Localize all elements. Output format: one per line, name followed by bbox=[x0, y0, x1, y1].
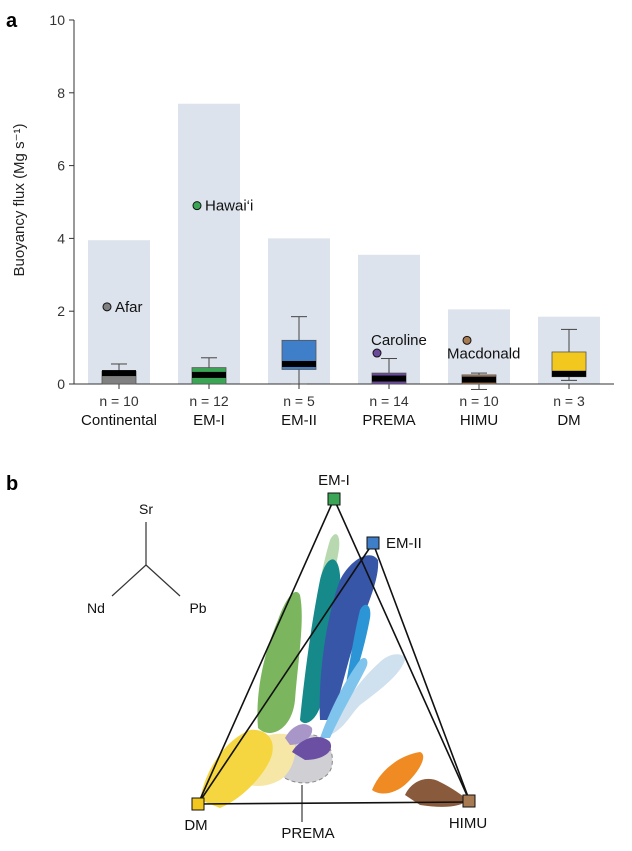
n-label-2: n = 5 bbox=[283, 393, 315, 409]
outlier-point-3 bbox=[462, 335, 472, 345]
y-tick-label-1: 2 bbox=[57, 303, 65, 319]
y-tick-label-2: 4 bbox=[57, 230, 65, 246]
median-3 bbox=[372, 375, 406, 382]
field-sky-blue bbox=[320, 657, 368, 738]
field-green bbox=[257, 591, 302, 733]
field-purple bbox=[292, 737, 332, 760]
category-label-2: EM-II bbox=[281, 412, 317, 429]
outlier-label-0: Afar bbox=[115, 299, 143, 316]
category-label-5: DM bbox=[557, 412, 580, 429]
field-brown bbox=[405, 778, 468, 807]
outlier-point-2 bbox=[372, 348, 382, 358]
panel-b-label: b bbox=[6, 473, 18, 495]
dm-label: DM bbox=[184, 817, 207, 834]
prema-label: PREMA bbox=[281, 825, 334, 842]
isotope-fields bbox=[200, 534, 468, 808]
himu-label: HIMU bbox=[449, 815, 487, 832]
median-0 bbox=[102, 370, 136, 377]
outlier-point-0 bbox=[102, 302, 112, 312]
field-dark-blue bbox=[319, 555, 379, 720]
sr-label: Sr bbox=[139, 501, 153, 517]
median-2 bbox=[282, 360, 316, 367]
outlier-label-3: Macdonald bbox=[447, 345, 520, 362]
field-orange bbox=[372, 752, 424, 794]
median-1 bbox=[192, 371, 226, 378]
dm-marker bbox=[191, 797, 205, 811]
mixing-lines bbox=[197, 498, 471, 822]
category-labels: n = 10 Continental n = 12 EM-I n = 5 EM-II n =… bbox=[81, 393, 585, 429]
pb-axis-line bbox=[145, 564, 181, 597]
median-5 bbox=[552, 370, 586, 377]
em1-label: EM-I bbox=[318, 472, 350, 489]
y-tick-label-0: 0 bbox=[57, 376, 65, 392]
field-yellow bbox=[200, 729, 273, 808]
outlier-label-2: Caroline bbox=[371, 332, 427, 349]
n-label-4: n = 10 bbox=[459, 393, 499, 409]
y-axis-title: Buoyancy flux (Mg s⁻¹) bbox=[11, 124, 28, 277]
himu-marker bbox=[462, 794, 476, 808]
n-label-5: n = 3 bbox=[553, 393, 585, 409]
em2-marker bbox=[366, 536, 380, 550]
pb-label: Pb bbox=[189, 600, 206, 616]
outlier-label-1: Hawai‘i bbox=[205, 198, 253, 215]
nd-label: Nd bbox=[87, 600, 105, 616]
n-label-1: n = 12 bbox=[189, 393, 229, 409]
outlier-point-1 bbox=[192, 201, 202, 211]
field-light-blue bbox=[330, 654, 405, 735]
axes: 0 2 4 6 8 10 bbox=[49, 12, 614, 392]
buoyancy-flux-box-chart: a Buoyancy flux (Mg s⁻¹) 0 2 4 6 8 10 Afar Haw… bbox=[6, 10, 614, 429]
y-tick-label-5: 10 bbox=[49, 12, 65, 28]
field-mid-blue bbox=[345, 604, 371, 690]
category-label-1: EM-I bbox=[193, 412, 225, 429]
em1-marker bbox=[327, 492, 341, 506]
n-label-0: n = 10 bbox=[99, 393, 139, 409]
n-label-3: n = 14 bbox=[369, 393, 409, 409]
field-teal bbox=[300, 559, 341, 724]
range-bar-EM-I bbox=[178, 103, 240, 384]
outliers: Afar Hawai‘i Caroline Macdonald bbox=[102, 198, 520, 362]
nd-axis-line bbox=[111, 564, 147, 597]
category-label-3: PREMA bbox=[362, 412, 415, 429]
y-tick-label-4: 8 bbox=[57, 85, 65, 101]
y-tick-label-3: 6 bbox=[57, 158, 65, 174]
boxes bbox=[101, 316, 587, 390]
field-lavender bbox=[285, 724, 313, 745]
category-label-0: Continental bbox=[81, 412, 157, 429]
category-label-4: HIMU bbox=[460, 412, 498, 429]
em2-label: EM-II bbox=[386, 535, 422, 552]
range-bar-HIMU bbox=[448, 309, 510, 384]
range-bar-Continental bbox=[88, 240, 150, 384]
median-4 bbox=[462, 376, 496, 383]
panel-a-label: a bbox=[6, 10, 18, 32]
end-member-markers bbox=[191, 492, 476, 811]
ternary-axis-legend: Sr Nd Pb bbox=[87, 501, 207, 616]
